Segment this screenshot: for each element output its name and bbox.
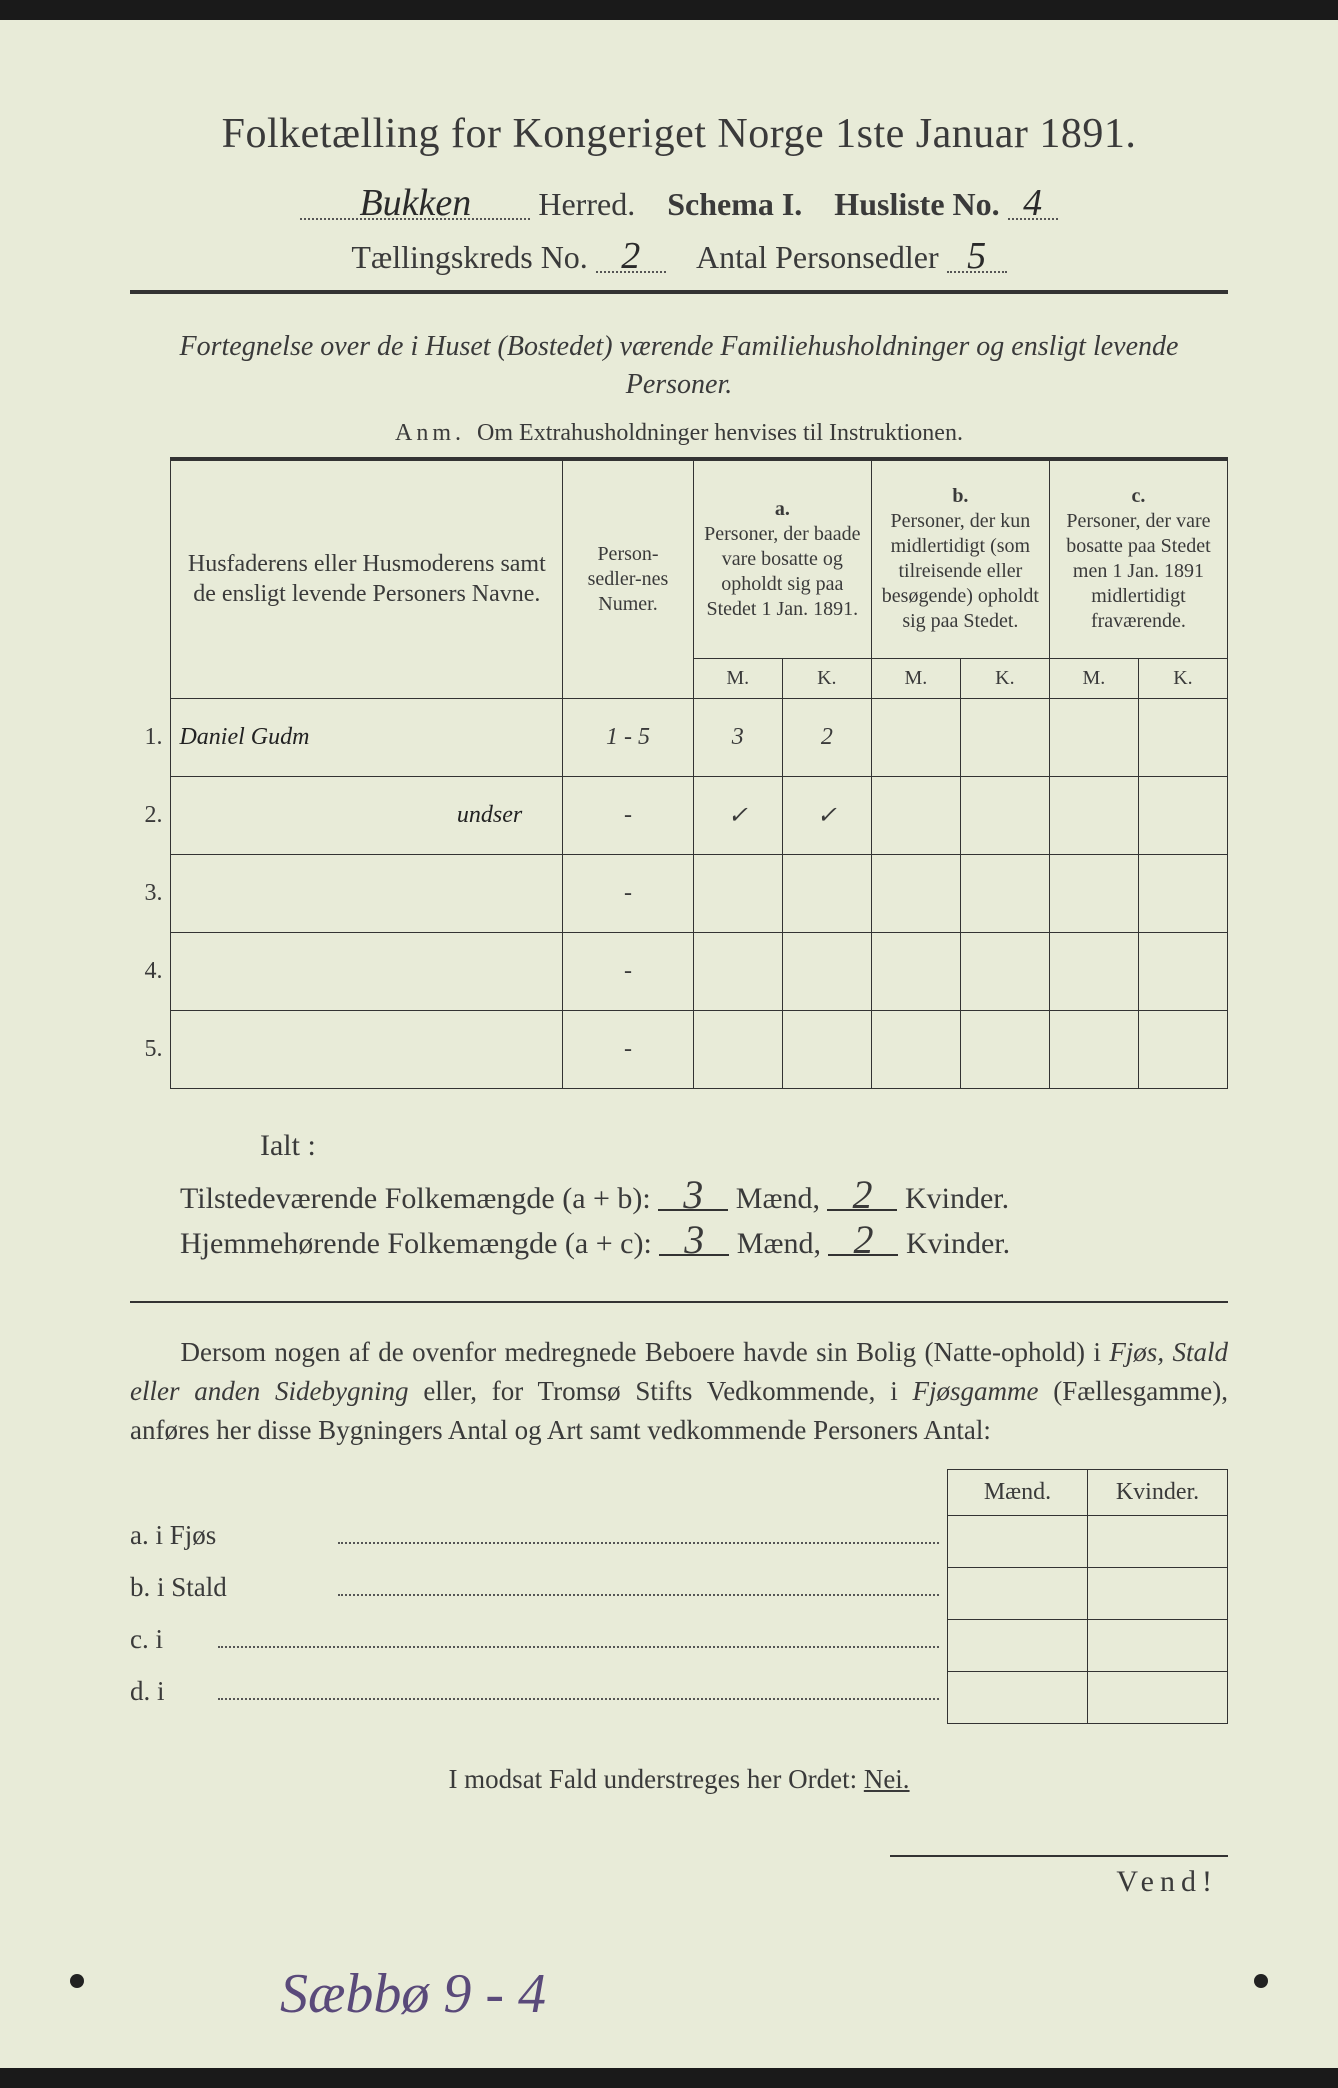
pin-icon [1254, 1974, 1268, 1988]
mk-header: M. [871, 659, 960, 699]
mk-header: M. [693, 659, 782, 699]
anm-text: Om Extrahusholdninger henvises til Instr… [477, 420, 963, 446]
table-row: 3. - [130, 855, 1228, 933]
antal-label: Antal Personsedler [696, 239, 939, 275]
ialt-label: Ialt : [260, 1129, 1228, 1163]
anm-label: Anm. [395, 420, 465, 446]
subtitle: Fortegnelse over de i Huset (Bostedet) v… [130, 328, 1228, 404]
husliste-label: Husliste No. [834, 186, 999, 222]
sum-resident: Hjemmehørende Folkemængde (a + c): 3 Mæn… [180, 1226, 1228, 1261]
nei-line: I modsat Fald understreges her Ordet: Ne… [130, 1764, 1228, 1795]
mk-header: K. [1138, 659, 1227, 699]
mk-header: M. [1049, 659, 1138, 699]
bottom-annotation: Sæbbø 9 - 4 [280, 1962, 546, 2026]
col-c: c. Personer, der vare bosatte paa Stedet… [1049, 459, 1227, 659]
kreds-label: Tællingskreds No. [351, 239, 587, 275]
divider [130, 1301, 1228, 1303]
table-row: 5. - [130, 1011, 1228, 1089]
anm-line: Anm. Om Extrahusholdninger henvises til … [130, 420, 1228, 447]
mk-header: K. [782, 659, 871, 699]
outbuilding-paragraph: Dersom nogen af de ovenfor medregnede Be… [130, 1333, 1228, 1450]
outbuilding-section: a. i Fjøs b. i Stald c. i d. i Mænd.Kvin… [130, 1469, 1228, 1724]
census-form-page: Folketælling for Kongeriget Norge 1ste J… [0, 20, 1338, 2068]
husliste-value: 4 [1008, 188, 1058, 220]
herred-value: Bukken [300, 188, 530, 220]
col-names: Husfaderens eller Husmoderens samt de en… [171, 459, 563, 699]
pin-icon [70, 1974, 84, 1988]
header-line-3: Tællingskreds No. 2 Antal Personsedler 5 [130, 239, 1228, 276]
table-row: 2. undser - ✓ ✓ [130, 777, 1228, 855]
col-a: a. Personer, der baade vare bosatte og o… [693, 459, 871, 659]
outbuilding-labels: a. i Fjøs b. i Stald c. i d. i [130, 1469, 947, 1723]
outbuilding-table: Mænd.Kvinder. [947, 1469, 1228, 1724]
herred-label: Herred. [538, 186, 635, 222]
antal-value: 5 [947, 241, 1007, 273]
sum-present: Tilstedeværende Folkemængde (a + b): 3 M… [180, 1181, 1228, 1216]
table-row: 4. - [130, 933, 1228, 1011]
schema-label: Schema I. [667, 186, 802, 222]
col-psed: Person-sedler-nes Numer. [563, 459, 694, 699]
kreds-value: 2 [596, 241, 666, 273]
roster-table: Husfaderens eller Husmoderens samt de en… [130, 457, 1228, 1090]
col-b: b. Personer, der kun midlertidigt (som t… [871, 459, 1049, 659]
page-title: Folketælling for Kongeriget Norge 1ste J… [130, 110, 1228, 158]
table-row: 1. Daniel Gudm 1 - 5 3 2 [130, 699, 1228, 777]
mk-header: K. [960, 659, 1049, 699]
vend-label: Vend! [890, 1855, 1228, 1899]
header-line-2: Bukken Herred. Schema I. Husliste No. 4 [130, 186, 1228, 223]
divider [130, 290, 1228, 294]
